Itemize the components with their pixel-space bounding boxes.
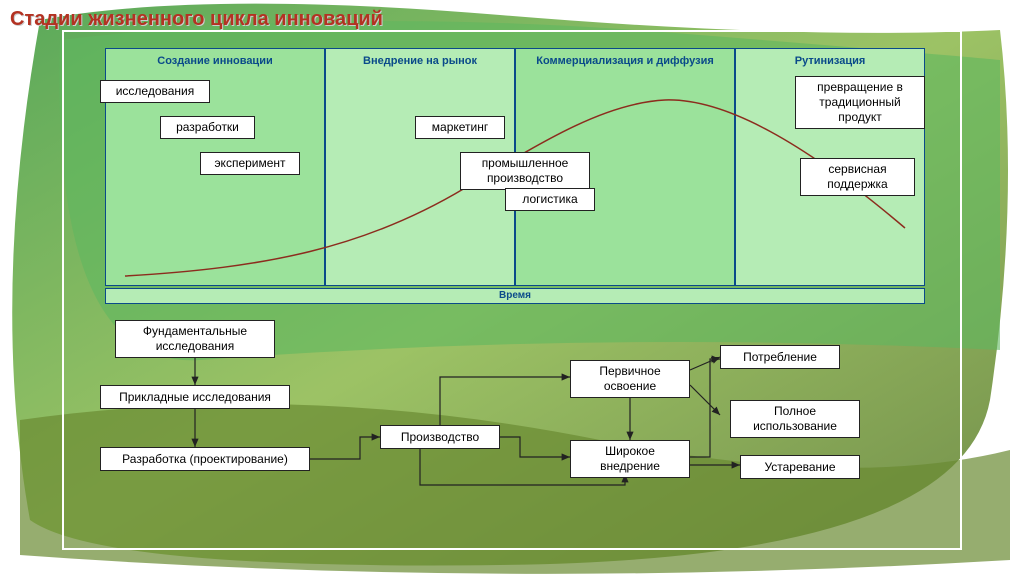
stage-box: превращение в традиционный продукт	[795, 76, 925, 129]
stage-box: логистика	[505, 188, 595, 211]
flow-node: Первичное освоение	[570, 360, 690, 398]
flow-edge	[500, 437, 570, 457]
flow-node: Потребление	[720, 345, 840, 369]
flow-edge	[690, 359, 720, 457]
process-flowchart: Фундаментальные исследования Прикладные и…	[80, 315, 960, 555]
stage-column-header: Коммерциализация и диффузия	[516, 49, 734, 73]
stage-box: промышленное производство	[460, 152, 590, 190]
time-axis-label: Время	[105, 288, 925, 304]
flow-edge	[310, 437, 380, 459]
flow-edge	[440, 377, 570, 425]
flow-node: Широкое внедрение	[570, 440, 690, 478]
stage-box: исследования	[100, 80, 210, 103]
flow-edge	[690, 385, 720, 415]
stage-box: разработки	[160, 116, 255, 139]
flow-node: Устаревание	[740, 455, 860, 479]
page-title: Стадии жизненного цикла инноваций	[10, 8, 383, 31]
flow-node: Производство	[380, 425, 500, 449]
stage-column-header: Создание инновации	[106, 49, 324, 73]
stage-column-header: Рутинизация	[736, 49, 924, 73]
flow-edge	[690, 357, 720, 370]
lifecycle-chart: Создание инновацииВнедрение на рынокКомм…	[105, 48, 925, 308]
stage-box: эксперимент	[200, 152, 300, 175]
flow-node: Полное использование	[730, 400, 860, 438]
flow-node: Фундаментальные исследования	[115, 320, 275, 358]
flow-node: Разработка (проектирование)	[100, 447, 310, 471]
stage-box: сервисная поддержка	[800, 158, 915, 196]
stage-column-header: Внедрение на рынок	[326, 49, 514, 73]
stage-box: маркетинг	[415, 116, 505, 139]
flow-node: Прикладные исследования	[100, 385, 290, 409]
